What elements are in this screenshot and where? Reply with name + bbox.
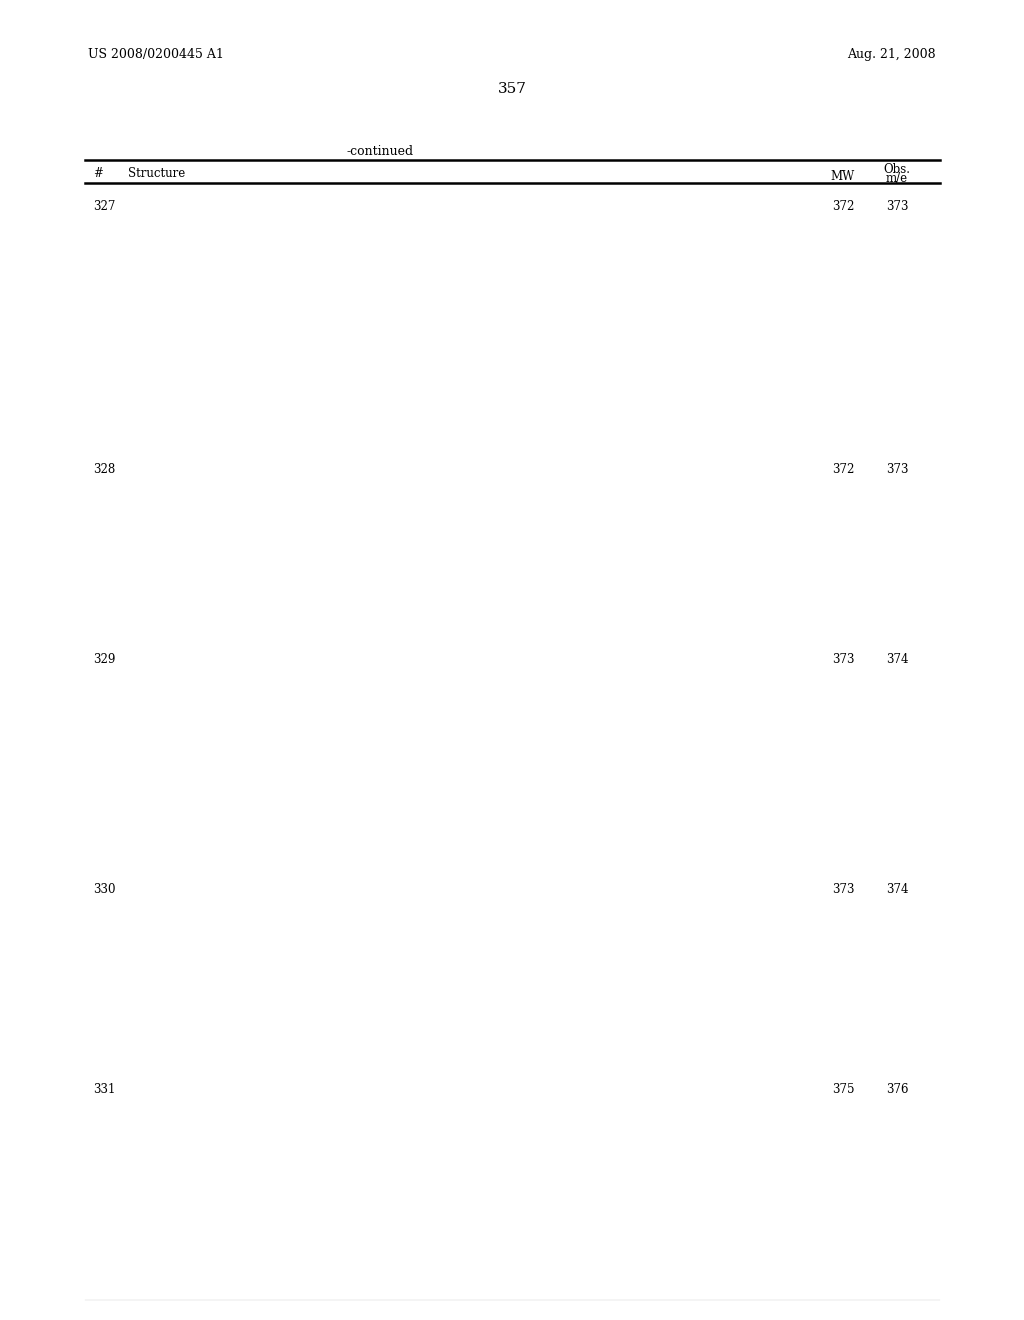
Text: 374: 374 xyxy=(886,883,908,896)
Text: m/e: m/e xyxy=(886,172,908,185)
Text: 372: 372 xyxy=(831,463,854,477)
Text: Obs.: Obs. xyxy=(884,162,910,176)
Text: 373: 373 xyxy=(886,463,908,477)
Text: 374: 374 xyxy=(886,653,908,667)
Text: MW: MW xyxy=(830,170,855,183)
Text: #: # xyxy=(93,168,102,180)
Text: 373: 373 xyxy=(831,653,854,667)
Text: 329: 329 xyxy=(93,653,116,667)
Text: 375: 375 xyxy=(831,1082,854,1096)
Text: 328: 328 xyxy=(93,463,116,477)
Text: 331: 331 xyxy=(93,1082,116,1096)
Text: 372: 372 xyxy=(831,201,854,213)
Text: 327: 327 xyxy=(93,201,116,213)
Text: 376: 376 xyxy=(886,1082,908,1096)
Text: 330: 330 xyxy=(93,883,116,896)
Text: 357: 357 xyxy=(498,82,526,96)
Text: Aug. 21, 2008: Aug. 21, 2008 xyxy=(848,48,936,61)
Text: 373: 373 xyxy=(831,883,854,896)
Text: US 2008/0200445 A1: US 2008/0200445 A1 xyxy=(88,48,224,61)
Text: 373: 373 xyxy=(886,201,908,213)
Text: -continued: -continued xyxy=(346,145,414,158)
Text: Structure: Structure xyxy=(128,168,185,180)
